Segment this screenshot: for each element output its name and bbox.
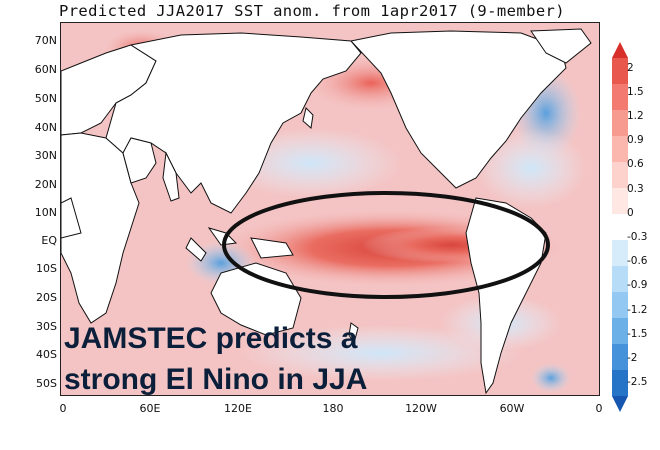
colorbar-segment [612, 188, 628, 215]
colorbar-label: -0.9 [627, 279, 648, 291]
lon-label-0-east: 0 [595, 402, 603, 415]
colorbar-label: -2 [627, 352, 638, 364]
lat-label-10s: 10S [36, 262, 57, 275]
colorbar-segment [612, 84, 628, 111]
lon-label-120w: 120W [405, 402, 437, 415]
north-america [350, 30, 567, 189]
colorbar-segment [612, 110, 628, 137]
new-guinea [250, 237, 294, 259]
colorbar-label: 1.5 [627, 86, 644, 98]
borneo [207, 227, 238, 246]
colorbar-bottom-triangle [612, 396, 628, 412]
lat-label-50s: 50S [36, 377, 57, 390]
arabia [122, 137, 157, 184]
colorbar-segment [612, 370, 628, 397]
colorbar-label: -1.5 [627, 328, 648, 340]
annotation-text: JAMSTEC predicts a strong El Nino in JJA [64, 318, 367, 400]
colorbar-segment [612, 58, 628, 85]
lat-label-50n: 50N [34, 92, 57, 105]
map-panel [60, 22, 600, 396]
australia [210, 262, 302, 336]
colorbar-segment [612, 344, 628, 371]
colorbar-label: 1.2 [627, 110, 644, 122]
colorbar-label: 2 [627, 62, 634, 74]
lon-label-60w: 60W [499, 402, 525, 415]
colorbar-top-triangle [612, 42, 628, 58]
gulf-cool-patch [476, 128, 586, 208]
colorbar-label: 0.6 [627, 158, 644, 170]
sumatra [185, 237, 207, 262]
el-nino-ellipse [222, 191, 550, 299]
colorbar-segment [612, 292, 628, 319]
lon-label-180: 180 [322, 402, 344, 415]
lat-label-60n: 60N [34, 63, 57, 76]
colorbar-segment [612, 162, 628, 189]
lon-label-120e: 120E [224, 402, 252, 415]
japan [302, 107, 314, 129]
south-atlantic-cold-patch [531, 363, 571, 393]
lat-label-40n: 40N [34, 121, 57, 134]
colorbar-label: 0.3 [627, 183, 644, 195]
lat-label-40s: 40S [36, 348, 57, 361]
colorbar-segment [612, 240, 628, 267]
colorbar-segment [612, 136, 628, 163]
lon-label-60e: 60E [139, 402, 161, 415]
colorbar-label: 0.9 [627, 134, 644, 146]
map-title: Predicted JJA2017 SST anom. from 1apr201… [58, 2, 566, 20]
colorbar-label: -2.5 [627, 376, 648, 388]
annotation-line: strong El Nino in JJA [64, 363, 368, 396]
colorbar-label: -1.2 [627, 304, 648, 316]
africa-west [61, 197, 82, 239]
asia [105, 32, 362, 214]
lat-label-20s: 20S [36, 291, 57, 304]
lat-label-10n: 10N [34, 206, 57, 219]
colorbar-segment [612, 266, 628, 293]
colorbar-segment [612, 214, 628, 241]
land-masses [61, 28, 592, 395]
colorbar-label: -0.3 [627, 231, 648, 243]
india [162, 151, 180, 202]
colorbar-label: 0 [627, 207, 634, 219]
lat-label-30n: 30N [34, 149, 57, 162]
annotation-line: JAMSTEC predicts a [64, 322, 358, 355]
lat-label-20n: 20N [34, 178, 57, 191]
color-bar [612, 42, 628, 412]
colorbar-label: -0.6 [627, 255, 648, 267]
sst-map-svg [61, 28, 592, 395]
lon-label-0: 0 [59, 402, 67, 415]
southern-ocean-cool-patch [241, 325, 521, 381]
lat-label-70n: 70N [34, 34, 57, 47]
new-zealand [348, 322, 359, 345]
greenland [530, 28, 592, 64]
lat-label-30s: 30S [36, 320, 57, 333]
lat-label-eq: EQ [41, 234, 57, 247]
colorbar-segment [612, 318, 628, 345]
